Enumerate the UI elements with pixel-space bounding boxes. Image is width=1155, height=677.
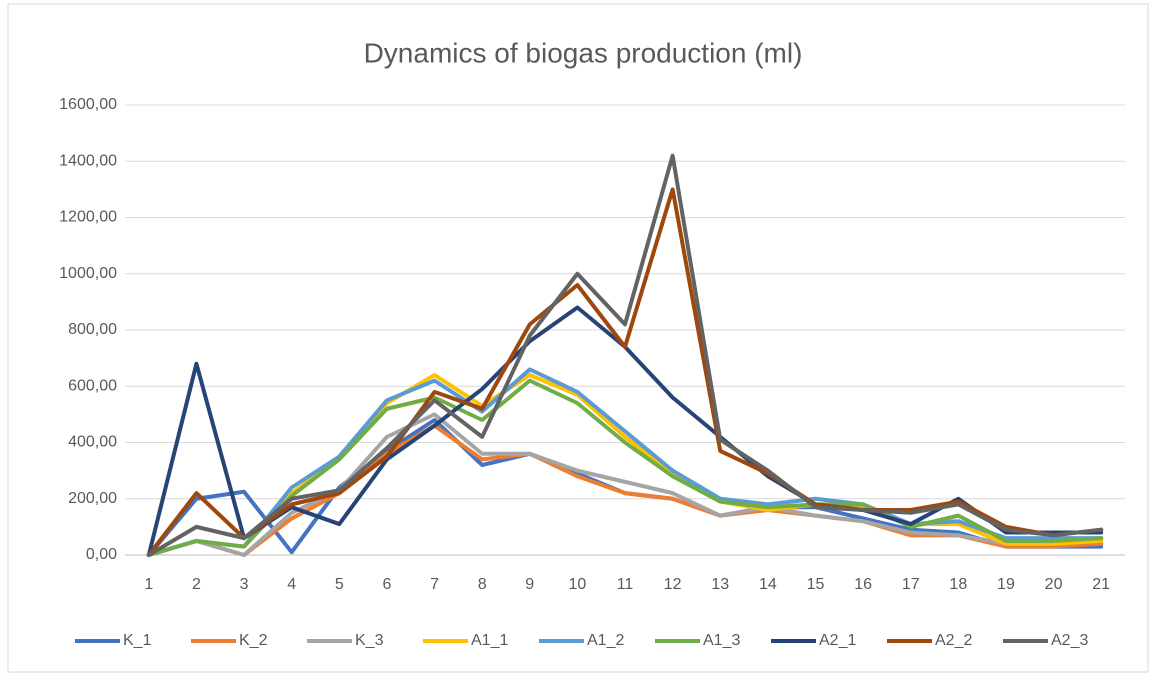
- x-tick-label: 18: [949, 576, 967, 593]
- x-tick-label: 9: [525, 576, 534, 593]
- x-tick-label: 2: [192, 576, 201, 593]
- x-tick-label: 20: [1045, 576, 1063, 593]
- x-tick-label: 16: [854, 576, 872, 593]
- series-line: [146, 153, 1104, 557]
- x-tick-label: 5: [335, 576, 344, 593]
- series-line: [146, 367, 1104, 557]
- x-tick-label: 13: [711, 576, 729, 593]
- series-line: [146, 412, 1104, 557]
- y-tick-label: 1000,00: [59, 265, 117, 282]
- chart-title: Dynamics of biogas production (ml): [364, 37, 803, 68]
- x-tick-label: 17: [902, 576, 920, 593]
- legend-label: A1_1: [471, 632, 508, 649]
- legend-label: A1_3: [703, 632, 740, 649]
- y-tick-label: 1400,00: [59, 152, 117, 169]
- x-tick-label: 14: [759, 576, 777, 593]
- series-line: [146, 378, 1104, 557]
- y-tick-label: 1200,00: [59, 209, 117, 226]
- x-tick-label: 3: [240, 576, 249, 593]
- x-tick-label: 15: [807, 576, 825, 593]
- x-tick-label: 6: [382, 576, 391, 593]
- y-tick-label: 0,00: [86, 546, 117, 563]
- series-line: [146, 187, 1104, 557]
- y-tick-label: 800,00: [68, 321, 117, 338]
- x-tick-label: 11: [617, 576, 634, 593]
- legend-label: A1_2: [587, 632, 624, 649]
- legend-label: A2_1: [819, 632, 856, 649]
- x-tick-label: 10: [568, 576, 586, 593]
- x-tick-label: 1: [144, 576, 153, 593]
- legend-label: K_3: [355, 632, 384, 649]
- legend-label: K_1: [123, 632, 152, 649]
- y-tick-label: 600,00: [68, 377, 117, 394]
- y-tick-label: 200,00: [68, 490, 117, 507]
- y-tick-label: 400,00: [68, 434, 117, 451]
- chart-border: [7, 3, 1149, 673]
- y-tick-label: 1600,00: [59, 96, 117, 113]
- x-tick-label: 7: [430, 576, 439, 593]
- legend-label: K_2: [239, 632, 268, 649]
- x-tick-label: 8: [478, 576, 487, 593]
- x-tick-label: 4: [287, 576, 296, 593]
- x-tick-label: 12: [664, 576, 682, 593]
- x-tick-label: 19: [997, 576, 1015, 593]
- x-tick-label: 21: [1092, 576, 1110, 593]
- legend-label: A2_2: [935, 632, 972, 649]
- legend-label: A2_3: [1051, 632, 1088, 649]
